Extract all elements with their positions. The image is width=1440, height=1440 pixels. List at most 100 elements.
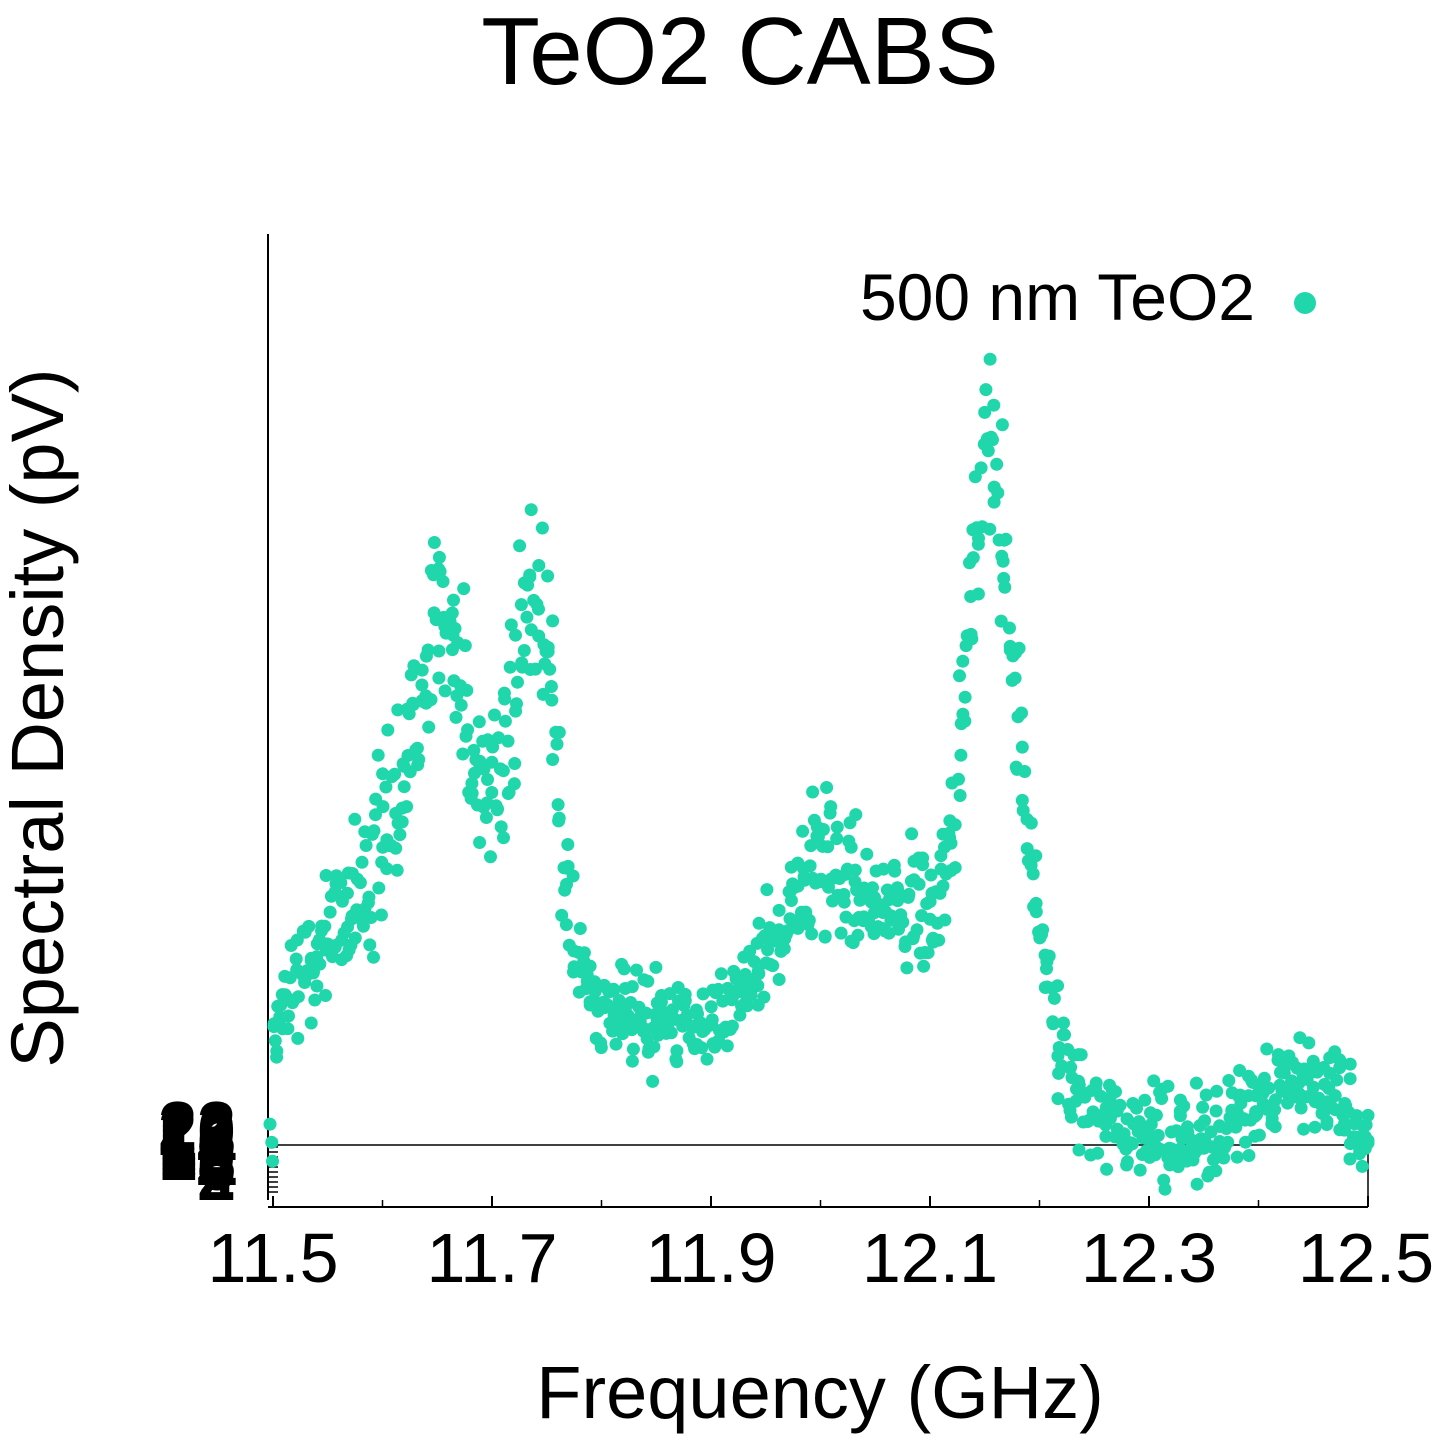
- data-point: [617, 962, 631, 976]
- y-tick-label: 6: [197, 1127, 236, 1205]
- data-point: [626, 1042, 640, 1056]
- data-point: [1018, 765, 1032, 778]
- data-point: [348, 812, 362, 826]
- data-point: [379, 780, 393, 794]
- data-point: [1330, 1073, 1344, 1087]
- data-point: [1209, 1164, 1223, 1178]
- data-point: [1268, 1120, 1282, 1134]
- data-point: [291, 1031, 305, 1045]
- x-tick-label: 11.5: [207, 1219, 338, 1297]
- y-tick-label: 18: [158, 1097, 236, 1175]
- data-point: [791, 921, 805, 935]
- y-tick-label: 12: [158, 1112, 236, 1190]
- data-point: [891, 883, 905, 897]
- y-tick-label: 10: [158, 1117, 236, 1195]
- data-point: [488, 708, 501, 722]
- data-point: [1308, 1120, 1322, 1134]
- data-point: [983, 522, 997, 536]
- data-point: [1361, 1108, 1375, 1122]
- data-point: [432, 550, 446, 564]
- data-point: [954, 748, 968, 762]
- data-point: [511, 675, 524, 689]
- data-point: [606, 1024, 620, 1038]
- data-point: [916, 858, 930, 872]
- data-point: [310, 979, 324, 993]
- data-point: [1252, 1128, 1266, 1142]
- data-point: [1217, 1151, 1231, 1165]
- data-point: [494, 820, 508, 834]
- data-point: [1177, 1099, 1191, 1113]
- data-point: [649, 960, 663, 974]
- data-point: [415, 678, 429, 692]
- data-point: [517, 644, 531, 657]
- data-point: [910, 923, 924, 937]
- data-point: [460, 683, 474, 697]
- data-point: [820, 781, 834, 794]
- data-point: [1196, 1100, 1210, 1114]
- data-point: [905, 827, 919, 841]
- data-point: [391, 703, 405, 717]
- data-point: [953, 789, 967, 802]
- data-point: [545, 693, 559, 707]
- data-point: [987, 398, 1001, 412]
- data-point: [757, 990, 771, 1004]
- data-point: [1151, 1128, 1165, 1142]
- data-point: [355, 855, 369, 869]
- data-point: [740, 999, 754, 1013]
- data-point: [647, 1040, 661, 1054]
- data-point: [388, 767, 402, 781]
- data-point: [821, 840, 835, 854]
- y-tick-label: 14: [158, 1107, 236, 1185]
- data-point: [760, 883, 774, 897]
- data-point: [308, 993, 322, 1007]
- data-point: [520, 610, 534, 624]
- data-point: [860, 847, 874, 861]
- data-point: [952, 772, 965, 786]
- data-point: [523, 570, 537, 584]
- data-point: [1222, 1074, 1236, 1087]
- data-point: [704, 1000, 718, 1014]
- data-point: [1157, 1173, 1171, 1187]
- data-point: [1057, 1016, 1070, 1030]
- x-tick-label: 12.1: [862, 1219, 998, 1297]
- data-point: [424, 693, 438, 707]
- data-point: [367, 950, 380, 964]
- data-point: [844, 840, 858, 854]
- data-point: [1072, 1143, 1086, 1157]
- data-point: [830, 820, 844, 834]
- data-point: [501, 787, 515, 800]
- data-point: [498, 692, 512, 706]
- data-point: [1257, 1071, 1271, 1085]
- y-tick-label: 16: [158, 1102, 236, 1180]
- x-axis-label: Frequency (GHz): [536, 1351, 1103, 1434]
- y-axis-label: Spectral Density (pV): [0, 368, 79, 1067]
- data-point: [498, 714, 512, 728]
- data-point: [1035, 928, 1048, 942]
- data-point: [302, 919, 316, 933]
- data-point: [371, 748, 385, 762]
- data-point: [509, 704, 523, 718]
- data-point: [268, 1034, 282, 1048]
- data-point: [625, 980, 639, 994]
- data-point: [411, 758, 425, 772]
- data-point: [953, 669, 966, 683]
- data-point: [1136, 1131, 1150, 1145]
- data-point: [751, 964, 765, 978]
- data-point: [1003, 621, 1016, 635]
- data-point: [1120, 1155, 1134, 1169]
- data-point: [479, 811, 493, 824]
- data-point: [400, 800, 414, 814]
- data-point: [1199, 1088, 1213, 1102]
- data-point: [393, 828, 407, 842]
- data-point: [1029, 905, 1043, 919]
- data-point: [948, 818, 962, 832]
- data-point: [725, 1019, 739, 1033]
- data-point: [752, 916, 766, 930]
- data-point: [552, 814, 566, 828]
- data-point: [363, 938, 377, 952]
- data-point: [432, 671, 446, 685]
- data-point: [532, 602, 545, 616]
- data-point: [318, 919, 332, 933]
- data-point: [971, 587, 985, 601]
